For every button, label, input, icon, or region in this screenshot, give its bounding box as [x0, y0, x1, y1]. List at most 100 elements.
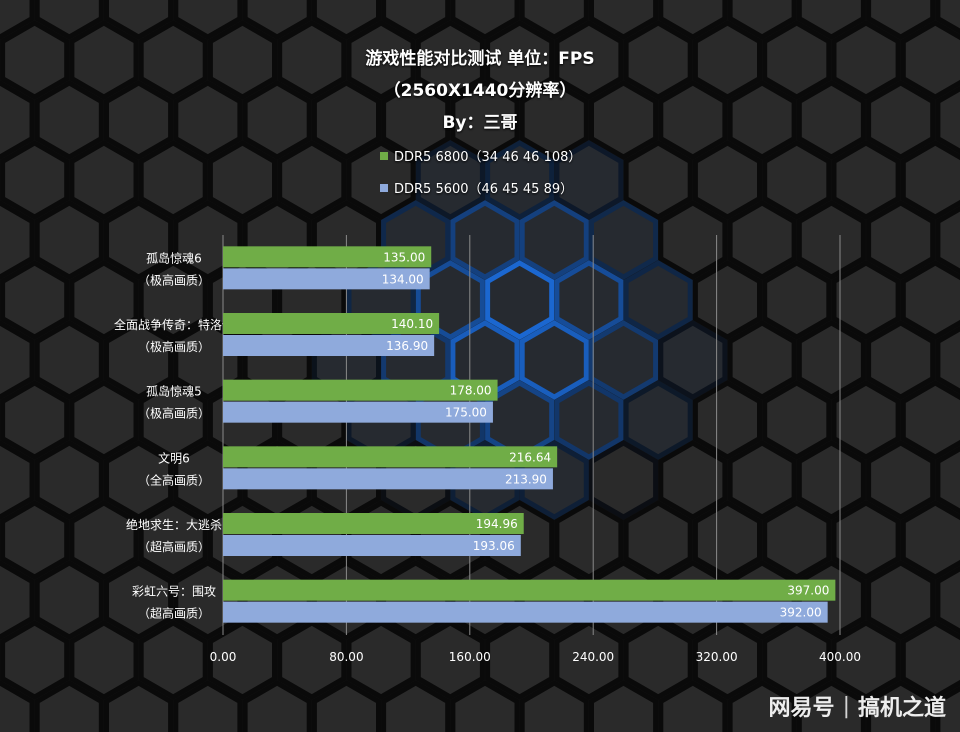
category-label: （极高画质） — [138, 272, 210, 287]
hexagon-tile — [277, 620, 347, 700]
bar-ddr5-5600 — [223, 268, 430, 290]
legend-label-ddr5-6800: DDR5 6800（34 46 46 108） — [394, 150, 582, 165]
bar-ddr5-6800 — [223, 313, 440, 334]
hexagon-tile — [796, 320, 866, 400]
hexagon-tile — [866, 320, 936, 400]
hexagon-tile — [831, 620, 901, 700]
bar-ddr5-5600 — [223, 601, 828, 623]
hexagon-tile — [311, 0, 381, 40]
hexagon-tile — [519, 80, 589, 160]
hexagon-tile — [692, 500, 762, 580]
hexagon-tile — [658, 0, 728, 40]
hexagon-tile — [554, 380, 624, 460]
x-tick-label: 320.00 — [696, 650, 738, 664]
hexagon-tile — [450, 0, 520, 40]
hexagon-tile — [450, 680, 520, 732]
hexagon-tile — [831, 20, 901, 100]
legend-swatch-blue — [380, 183, 388, 192]
hexagon-tile — [311, 680, 381, 732]
hexagon-tile — [658, 680, 728, 732]
hexagon-tile — [935, 685, 960, 732]
hexagon-tile — [589, 440, 659, 520]
hexagon-tile — [69, 140, 139, 220]
hexagon-tile — [34, 560, 104, 640]
hexagon-tile — [34, 200, 104, 280]
hexagon-tile — [900, 500, 960, 580]
bar-value-label: 134.00 — [382, 272, 424, 286]
hexagon-tile — [69, 260, 139, 340]
hexagon-tile — [589, 320, 659, 400]
hexagon-tile — [762, 620, 832, 700]
hexagon-tile — [866, 200, 936, 280]
hexagon-tile — [346, 20, 416, 100]
hexagon-tile — [519, 0, 589, 40]
hexagon-tile — [0, 500, 70, 580]
category-label: 孤岛惊魂6 — [146, 250, 202, 265]
hexagon-tile — [173, 680, 243, 732]
hexagon-tile — [138, 20, 208, 100]
hexagon-tile — [0, 620, 70, 700]
bar-value-label: 178.00 — [450, 384, 492, 398]
hexagon-tile — [623, 260, 693, 340]
x-tick-label: 0.00 — [210, 650, 237, 664]
chart-title-line1: 游戏性能对比测试 单位：FPS — [365, 49, 595, 69]
hexagon-tile — [0, 680, 35, 732]
x-tick-label: 400.00 — [819, 650, 861, 664]
hexagon-tile — [762, 140, 832, 220]
hexagon-tile — [623, 140, 693, 220]
hexagon-tile — [485, 20, 555, 100]
bar-value-label: 194.96 — [476, 517, 518, 531]
bar-value-label: 213.90 — [505, 472, 547, 486]
hexagon-tile — [762, 380, 832, 460]
bar-value-label: 136.90 — [386, 339, 428, 353]
hexagon-tile — [658, 320, 728, 400]
hexagon-tile — [346, 620, 416, 700]
hexagon-tile — [34, 440, 104, 520]
legend-item-ddr5-6800: DDR5 6800（34 46 46 108） — [380, 146, 581, 165]
bar-ddr5-5600 — [223, 535, 521, 556]
bar-ddr5-5600 — [223, 401, 493, 423]
hexagon-tile — [277, 20, 347, 100]
hexagon-tile — [866, 0, 936, 40]
bar-value-label: 140.10 — [391, 317, 433, 331]
watermark-account: 搞机之道 — [857, 696, 946, 721]
hexagon-tile — [104, 440, 174, 520]
hexagon-tile — [450, 320, 520, 400]
hexagon-tile — [381, 80, 451, 160]
hexagon-tile — [796, 80, 866, 160]
chart-title-line2: （2560X1440分辨率） — [383, 81, 577, 101]
hexagon-tile — [104, 680, 174, 732]
hexagon-tile — [796, 440, 866, 520]
hexagon-tile — [277, 140, 347, 220]
hexagon-tile — [207, 140, 277, 220]
hexagon-tile — [519, 320, 589, 400]
hexagon-tile — [831, 140, 901, 220]
hexagon-tile — [623, 500, 693, 580]
hexagon-tile — [346, 140, 416, 220]
hexagon-tile — [0, 200, 35, 280]
hexagon-tile — [589, 680, 659, 732]
hexagon-tile — [485, 380, 555, 460]
hexagon-tile — [866, 680, 936, 732]
hexagon-tile — [935, 325, 960, 395]
hexagon-tile — [242, 80, 312, 160]
category-label: （极高画质） — [138, 339, 210, 354]
bar-ddr5-5600 — [223, 335, 435, 356]
hexagon-tile — [831, 260, 901, 340]
watermark: 网易号 | 搞机之道 — [769, 690, 946, 722]
hexagon-tile — [727, 320, 797, 400]
legend-item-ddr5-5600: DDR5 5600（46 45 45 89） — [380, 178, 573, 197]
hexagon-tile — [104, 0, 174, 40]
hexagon-tile — [69, 380, 139, 460]
hexagon-tile — [69, 20, 139, 100]
hexagon-tile — [692, 140, 762, 220]
hexagon-tile — [519, 680, 589, 732]
hexagon-tile — [104, 320, 174, 400]
hexagon-tile — [34, 80, 104, 160]
hexagon-tile — [692, 20, 762, 100]
hexagon-tile — [831, 380, 901, 460]
hexagon-tile — [0, 440, 35, 520]
chart-title-line3: By：三哥 — [442, 113, 518, 133]
hexagon-tile — [381, 0, 451, 40]
